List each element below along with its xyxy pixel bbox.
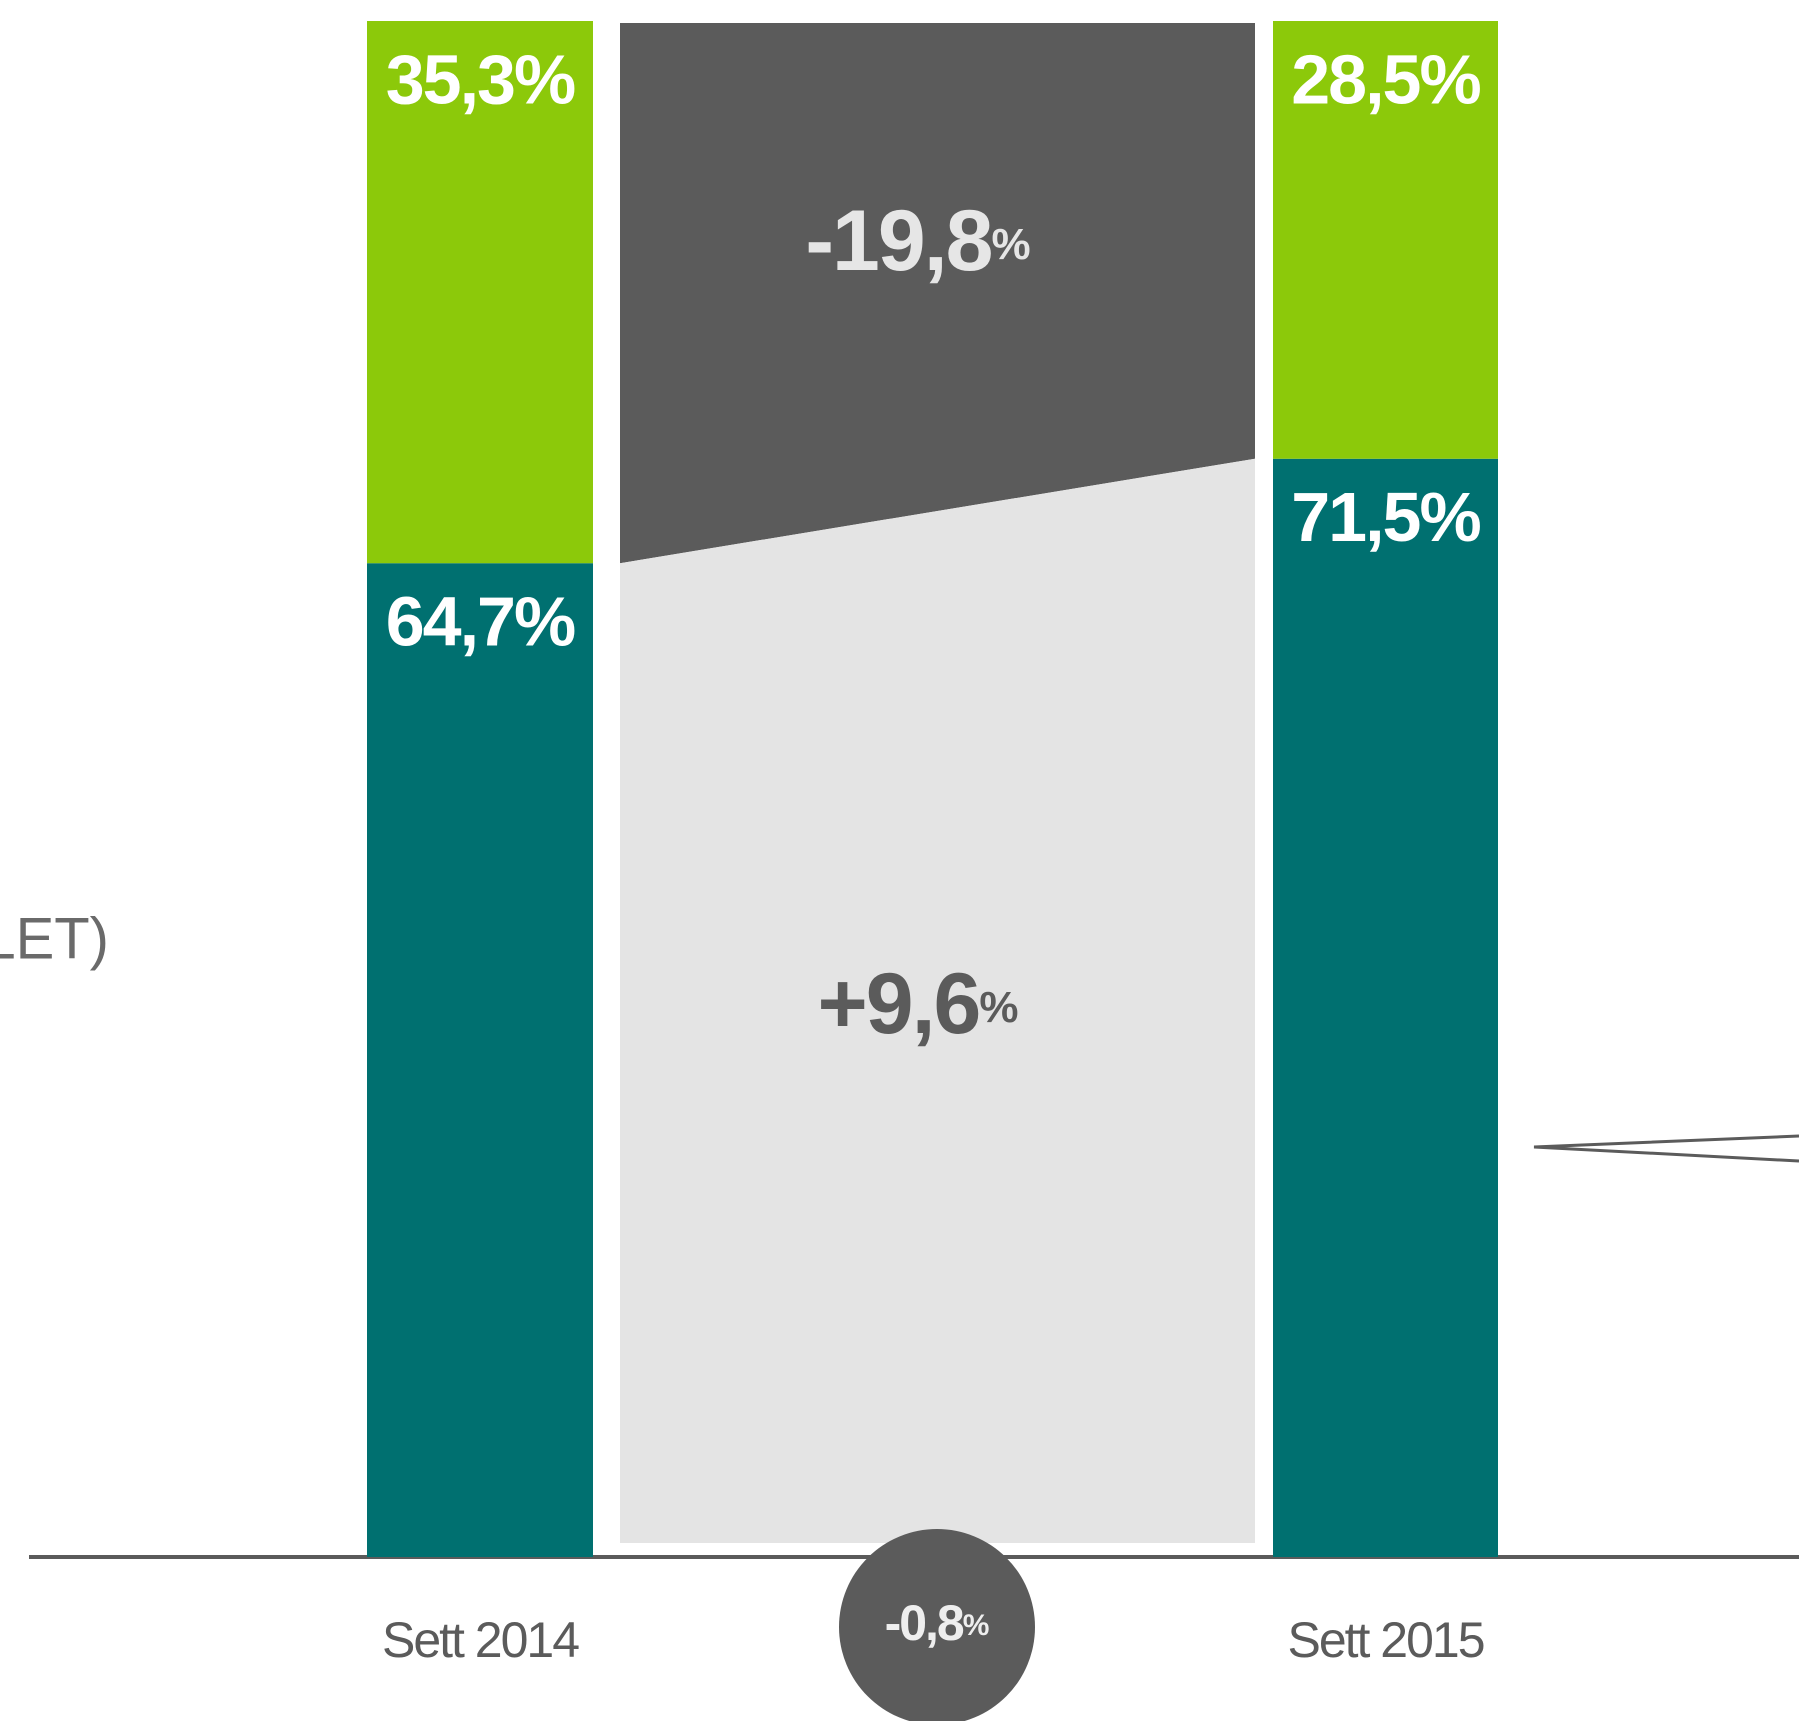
- pointer: [1533, 1134, 1799, 1163]
- change-value: +9,6: [818, 956, 980, 1052]
- value-label: 28,5%: [1291, 40, 1480, 118]
- value-label: 71,5%: [1291, 478, 1480, 556]
- total-change-value: -0,8: [885, 1595, 964, 1651]
- change-label: -19,8%: [805, 193, 1030, 289]
- bar-segment: [367, 21, 593, 564]
- change-unit: %: [979, 983, 1018, 1032]
- change-label: +9,6%: [818, 956, 1019, 1052]
- value-label: 35,3%: [386, 40, 575, 118]
- category-label: Sett 2014: [382, 1612, 579, 1668]
- change-area: [620, 458, 1255, 1543]
- total-change-label: -0,8%: [885, 1595, 990, 1651]
- value-label: 64,7%: [386, 583, 575, 661]
- change-area: [620, 23, 1255, 564]
- change-unit: %: [991, 220, 1030, 269]
- side-label: LET): [0, 906, 109, 971]
- bar-segment: [367, 563, 593, 1557]
- bar-segment: [1273, 458, 1498, 1557]
- change-value: -19,8: [805, 193, 991, 289]
- category-label: Sett 2015: [1287, 1612, 1483, 1668]
- bar-segment: [1273, 21, 1498, 459]
- total-change-badge: [839, 1529, 1035, 1721]
- total-change-unit: %: [963, 1609, 990, 1642]
